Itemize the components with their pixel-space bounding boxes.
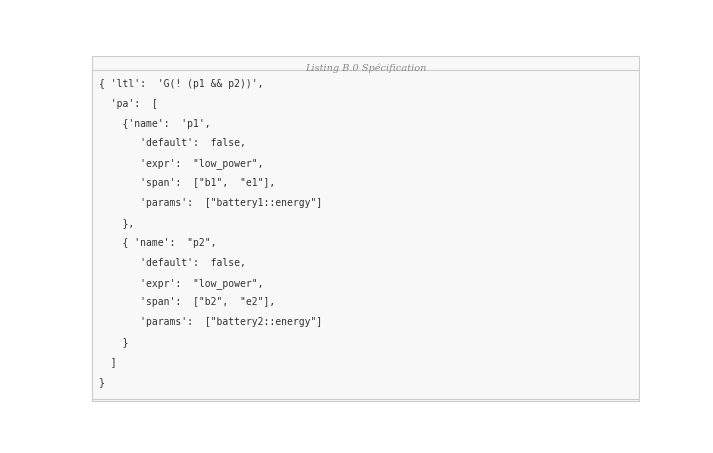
- Text: 'span':  ["b1",  "e1"],: 'span': ["b1", "e1"],: [99, 178, 275, 188]
- Text: { 'ltl':  'G(! (p1 && p2))',: { 'ltl': 'G(! (p1 && p2))',: [99, 79, 264, 89]
- Text: {'name':  'p1',: {'name': 'p1',: [99, 119, 211, 129]
- FancyBboxPatch shape: [92, 56, 639, 401]
- Text: ]: ]: [99, 357, 117, 367]
- Text: },: },: [99, 218, 134, 228]
- Text: { 'name':  "p2",: { 'name': "p2",: [99, 238, 217, 248]
- Text: Listing B.0 Spécification: Listing B.0 Spécification: [304, 63, 426, 72]
- Text: 'expr':  "low_power",: 'expr': "low_power",: [99, 158, 264, 169]
- Text: 'params':  ["battery1::energy"]: 'params': ["battery1::energy"]: [99, 198, 322, 208]
- Text: 'pa':  [: 'pa': [: [99, 99, 158, 109]
- Text: }: }: [99, 337, 128, 347]
- Text: 'span':  ["b2",  "e2"],: 'span': ["b2", "e2"],: [99, 298, 275, 308]
- Text: 'default':  false,: 'default': false,: [99, 258, 246, 268]
- Text: 'expr':  "low_power",: 'expr': "low_power",: [99, 278, 264, 289]
- Text: 'default':  false,: 'default': false,: [99, 139, 246, 149]
- Text: }: }: [99, 377, 105, 387]
- Text: 'params':  ["battery2::energy"]: 'params': ["battery2::energy"]: [99, 318, 322, 328]
